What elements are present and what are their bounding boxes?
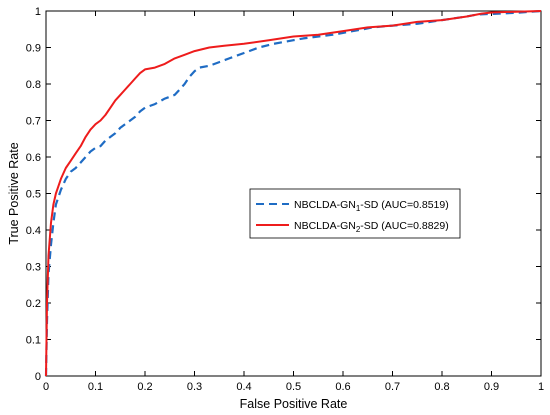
x-tick-label: 0.4 <box>236 381 251 393</box>
x-tick-label: 0.1 <box>88 381 103 393</box>
legend-label-suffix: -SD (AUC=0.8519) <box>360 199 448 211</box>
legend-label-2: NBCLDA-GN2-SD (AUC=0.8829) <box>294 220 449 234</box>
y-tick-label: 0.1 <box>26 335 41 347</box>
y-tick-label: 1 <box>35 6 41 18</box>
x-tick-label: 0.8 <box>434 381 449 393</box>
y-tick-label: 0.8 <box>26 79 41 91</box>
y-tick-label: 0.9 <box>26 43 41 55</box>
series-layer <box>44 9 542 377</box>
legend-label-1: NBCLDA-GN1-SD (AUC=0.8519) <box>294 199 449 213</box>
y-tick-label: 0.4 <box>26 225 41 237</box>
x-tick-label: 1 <box>538 381 544 393</box>
legend-label-prefix: NBCLDA-GN <box>294 199 356 211</box>
x-tick-label: 0.7 <box>385 381 400 393</box>
x-tick-label: 0.2 <box>137 381 152 393</box>
y-tick-label: 0.5 <box>26 189 41 201</box>
x-tick-label: 0.6 <box>335 381 350 393</box>
series-line-2 <box>45 10 542 377</box>
y-tick-label: 0.7 <box>26 116 41 128</box>
series-line-1 <box>44 9 542 377</box>
y-tick-label: 0.3 <box>26 262 41 274</box>
y-axis-title: True Positive Rate <box>7 142 21 244</box>
y-tick-label: 0.6 <box>26 152 41 164</box>
x-tick-label: 0.9 <box>484 381 499 393</box>
legend-label-suffix: -SD (AUC=0.8829) <box>360 220 448 232</box>
legend-label-subscript: 1 <box>356 204 361 213</box>
y-tick-label: 0 <box>35 371 41 383</box>
legend-box <box>249 188 461 239</box>
legend-label-prefix: NBCLDA-GN <box>294 220 356 232</box>
legend-label-subscript: 2 <box>356 225 361 234</box>
y-tick-label: 0.2 <box>26 298 41 310</box>
x-tick-label: 0 <box>43 381 49 393</box>
y-axis: 0 0.1 0.2 0.3 0.4 0.5 0.6 0.7 0.8 0.9 1 <box>26 6 541 383</box>
x-axis: 0 0.1 0.2 0.3 0.4 0.5 0.6 0.7 0.8 0.9 1 <box>43 11 544 393</box>
x-tick-label: 0.3 <box>187 381 202 393</box>
legend: NBCLDA-GN1-SD (AUC=0.8519)NBCLDA-GN2-SD … <box>249 188 461 239</box>
x-axis-title: False Positive Rate <box>240 397 348 411</box>
x-tick-label: 0.5 <box>286 381 301 393</box>
